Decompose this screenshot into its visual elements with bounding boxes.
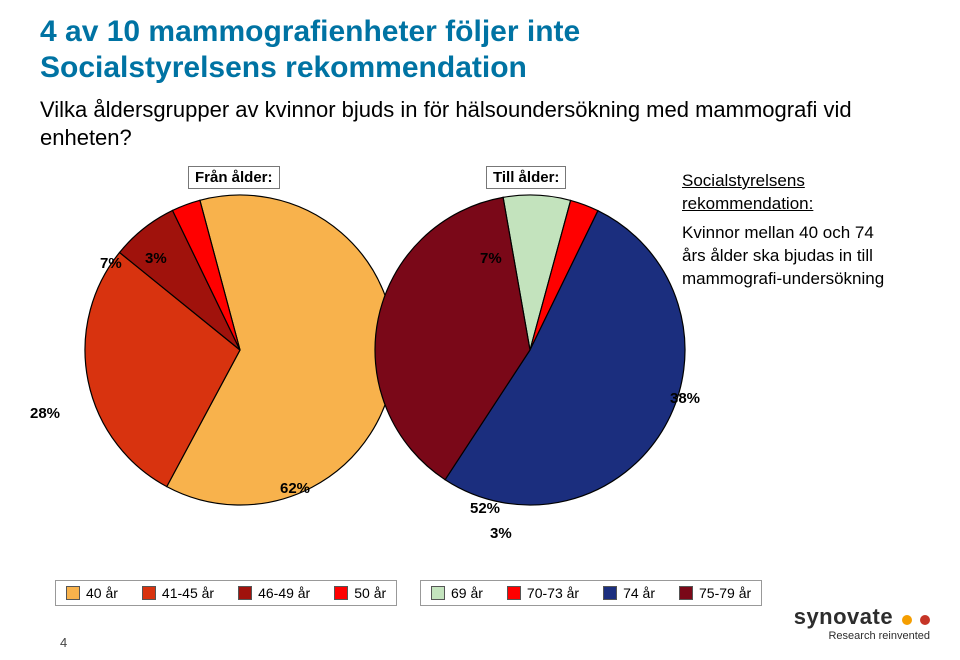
legend-swatch-icon bbox=[431, 586, 445, 600]
legend-right: 69 år 70-73 år 74 år 75-79 år bbox=[420, 580, 762, 606]
logo: synovate Research reinvented bbox=[794, 604, 930, 642]
legend-item: 74 år bbox=[603, 585, 655, 601]
subtitle-line2: enheten? bbox=[40, 125, 132, 150]
legend-item: 40 år bbox=[66, 585, 118, 601]
legend-label: 75-79 år bbox=[699, 585, 751, 601]
title-line2: Socialstyrelsens rekommendation bbox=[40, 51, 527, 84]
slide-title: 4 av 10 mammografienheter följer inte So… bbox=[40, 14, 580, 86]
legend-label: 41-45 år bbox=[162, 585, 214, 601]
legend-item: 75-79 år bbox=[679, 585, 751, 601]
legend-label: 40 år bbox=[86, 585, 118, 601]
logo-brand: synovate bbox=[794, 604, 893, 629]
legend-item: 50 år bbox=[334, 585, 386, 601]
logo-tagline: Research reinvented bbox=[794, 630, 930, 642]
legend-label: 70-73 år bbox=[527, 585, 579, 601]
legend-label: 50 år bbox=[354, 585, 386, 601]
slide-subtitle: Vilka åldersgrupper av kvinnor bjuds in … bbox=[40, 96, 852, 151]
legend-label: 46-49 år bbox=[258, 585, 310, 601]
chart-area: Från ålder: Till ålder: 62%28%7%3%7%3%52… bbox=[40, 170, 920, 550]
legend-swatch-icon bbox=[679, 586, 693, 600]
slice-label: 62% bbox=[280, 480, 310, 497]
legend-item: 70-73 år bbox=[507, 585, 579, 601]
pie-charts-svg bbox=[40, 170, 740, 550]
recommendation-body: Kvinnor mellan 40 och 74 års ålder ska b… bbox=[682, 222, 902, 291]
legend-label: 74 år bbox=[623, 585, 655, 601]
recommendation-box: Socialstyrelsens rekommendation: Kvinnor… bbox=[682, 170, 902, 291]
legend-swatch-icon bbox=[66, 586, 80, 600]
legend-swatch-icon bbox=[603, 586, 617, 600]
subtitle-line1: Vilka åldersgrupper av kvinnor bjuds in … bbox=[40, 97, 852, 122]
slice-label: 52% bbox=[470, 500, 500, 517]
page-number: 4 bbox=[60, 635, 67, 650]
logo-dot-icon bbox=[902, 615, 912, 625]
legend-item: 46-49 år bbox=[238, 585, 310, 601]
legend-swatch-icon bbox=[507, 586, 521, 600]
legend-left: 40 år 41-45 år 46-49 år 50 år bbox=[55, 580, 397, 606]
slice-label: 38% bbox=[670, 390, 700, 407]
slice-label: 7% bbox=[480, 250, 502, 267]
legend-label: 69 år bbox=[451, 585, 483, 601]
title-line1: 4 av 10 mammografienheter följer inte bbox=[40, 15, 580, 48]
slice-label: 3% bbox=[490, 525, 512, 542]
slice-label: 7% bbox=[100, 255, 122, 272]
legend-item: 69 år bbox=[431, 585, 483, 601]
slice-label: 3% bbox=[145, 250, 167, 267]
legend-swatch-icon bbox=[142, 586, 156, 600]
legend-item: 41-45 år bbox=[142, 585, 214, 601]
recommendation-title: Socialstyrelsens rekommendation: bbox=[682, 170, 902, 216]
logo-dot-icon bbox=[920, 615, 930, 625]
legend-swatch-icon bbox=[238, 586, 252, 600]
legend-swatch-icon bbox=[334, 586, 348, 600]
slice-label: 28% bbox=[30, 405, 60, 422]
